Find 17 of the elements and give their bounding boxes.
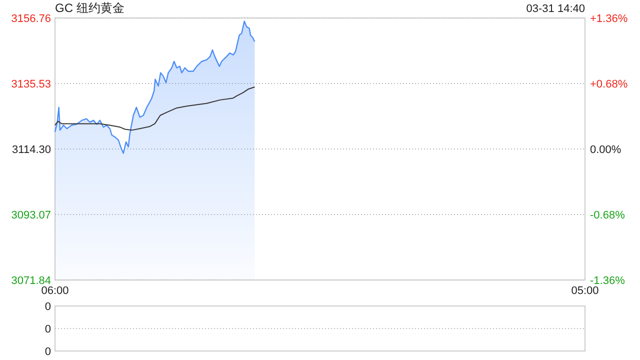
text: 03-31 14:40	[526, 3, 585, 15]
text: 0	[44, 346, 51, 358]
y2-tick-label: +0.68%	[590, 78, 628, 90]
y2-tick-label: -1.36%	[590, 275, 626, 287]
x-tick-label: 06:00	[41, 285, 69, 297]
y2-tick-label: 0.00%	[590, 144, 622, 156]
x-tick-label: 05:00	[571, 285, 599, 297]
y-tick-label: 3114.30	[12, 144, 51, 156]
y-tick-label: 3156.76	[11, 13, 51, 25]
chart-title: GC 纽约黄金	[55, 1, 124, 15]
y2-tick-label: -0.68%	[590, 210, 626, 222]
text: 0	[44, 301, 51, 313]
text: 0	[44, 324, 51, 336]
y-tick-label: 3071.84	[11, 275, 51, 287]
y-tick-label: 3093.07	[11, 210, 51, 222]
y2-tick-label: +1.36%	[590, 13, 628, 25]
y-tick-label: 3135.53	[11, 78, 51, 90]
